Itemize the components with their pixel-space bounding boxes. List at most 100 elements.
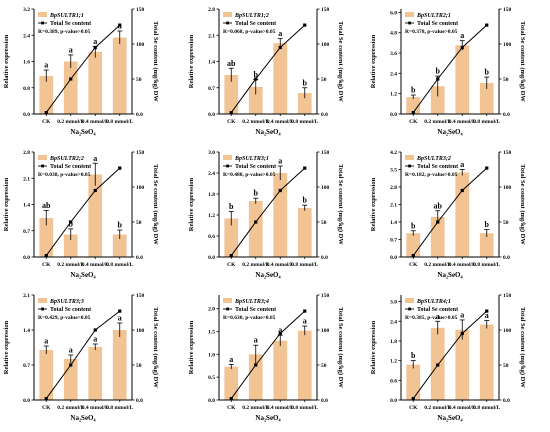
se-content-point: [44, 111, 48, 115]
significance-label: b: [436, 67, 441, 76]
y2-tick-label: 100: [503, 185, 512, 191]
left-axis-label: Relative expression: [3, 177, 10, 231]
correlation-stat: R=0.182, p-value>0.05: [405, 172, 458, 178]
se-content-point: [485, 23, 489, 27]
significance-label: ab: [42, 201, 51, 210]
se-content-point: [93, 45, 97, 50]
y-tick-label: 0.5: [208, 375, 215, 381]
x-axis-label: Na₂SeO₄: [70, 128, 96, 136]
legend-gene-label: BpSULTR3;3: [49, 299, 84, 305]
bar: [88, 347, 103, 400]
y2-tick-label: 150: [503, 7, 512, 13]
bar: [297, 330, 312, 400]
legend-line-label: Total Se content: [235, 307, 276, 313]
y2-tick-label: 0.0: [321, 398, 328, 404]
y2-tick-label: 50: [321, 220, 327, 226]
x-tick-label: 0.4 mmol/L: [449, 405, 476, 411]
y-tick-label: 1.4: [208, 60, 215, 66]
right-axis-label: Total Se content (mg/kg) DW: [152, 21, 159, 102]
left-axis-label: Relative expression: [3, 34, 10, 88]
y-tick-label: 0.6: [208, 234, 215, 240]
bar: [248, 87, 263, 114]
y-tick-label: 0.6: [390, 378, 397, 384]
y2-tick-label: 150: [321, 7, 330, 13]
se-content-point: [460, 331, 464, 336]
se-content-point: [303, 23, 307, 27]
x-axis-label: Na₂SeO₄: [437, 128, 463, 136]
se-content-point: [254, 363, 258, 367]
y-tick-label: 0.0: [390, 112, 397, 118]
legend-line-marker: [41, 307, 44, 311]
x-tick-label: CK: [227, 262, 236, 268]
significance-label: a: [278, 326, 282, 335]
x-tick-label: 0.2 mmol/L: [424, 405, 451, 411]
y-tick-label: 0.0: [23, 112, 30, 118]
right-axis-label: Total Se content (mg/kg) DW: [519, 164, 526, 245]
legend-bar-swatch: [223, 155, 232, 160]
se-content-point: [278, 331, 282, 336]
legend-line-marker: [41, 21, 44, 25]
x-tick-label: 0.2 mmol/L: [242, 262, 269, 268]
bar: [39, 218, 54, 257]
y2-tick-label: 0.0: [321, 112, 328, 118]
left-axis-label: Relative expression: [3, 320, 10, 374]
legend-line-label: Total Se content: [235, 164, 276, 170]
x-tick-label: CK: [42, 262, 51, 268]
y2-tick-label: 150: [321, 293, 330, 299]
y-tick-label: 0.0: [390, 255, 397, 261]
legend-gene-label: BpSULTR2;1: [416, 13, 451, 19]
bar: [112, 37, 127, 114]
bar: [273, 173, 288, 257]
y2-tick-label: 100: [503, 42, 512, 48]
y-tick-label: 1.2: [390, 92, 397, 98]
x-axis-label: Na₂SeO₄: [70, 271, 96, 279]
correlation-stat: R=0.630, p-value>0.05: [223, 315, 276, 321]
significance-label: a: [460, 160, 464, 169]
x-tick-label: 0.2 mmol/L: [57, 262, 84, 268]
significance-label: a: [460, 31, 464, 40]
bar: [248, 201, 263, 257]
x-tick-label: CK: [42, 405, 51, 411]
x-tick-label: 0.4 mmol/L: [267, 119, 294, 125]
bar: [455, 329, 470, 400]
y-tick-label: 1.0: [208, 352, 215, 358]
right-axis-label: Total Se content (mg/kg) DW: [519, 307, 526, 388]
y-tick-label: 1.2: [208, 213, 215, 219]
se-content-line: [45, 310, 121, 399]
legend-line-label: Total Se content: [417, 164, 458, 170]
x-tick-label: 0.8 mmol/L: [473, 119, 500, 125]
y2-tick-label: 0.0: [136, 398, 143, 404]
y2-tick-label: 50: [321, 77, 327, 83]
x-tick-label: 0.8 mmol/L: [106, 119, 133, 125]
x-tick-label: 0.4 mmol/L: [449, 262, 476, 268]
bar: [430, 86, 445, 114]
bar: [39, 350, 54, 400]
se-content-point: [436, 77, 440, 81]
bar: [455, 45, 470, 115]
bar: [248, 354, 263, 400]
x-tick-label: 0.2 mmol/L: [57, 119, 84, 125]
x-axis-label: Na₂SeO₄: [70, 414, 96, 422]
y2-tick-label: 50: [321, 363, 327, 369]
bar: [479, 324, 494, 400]
se-content-line: [412, 24, 488, 113]
y2-tick-label: 100: [321, 42, 330, 48]
x-tick-label: CK: [409, 119, 418, 125]
y-tick-label: 2.8: [208, 7, 215, 13]
y2-tick-label: 0.0: [136, 112, 143, 118]
right-axis-label: Total Se content (mg/kg) DW: [337, 21, 344, 102]
y2-tick-label: 50: [503, 220, 509, 226]
legend-gene-label: BpSULTR1;1: [49, 13, 84, 19]
legend-bar-swatch: [38, 12, 47, 17]
legend-line-marker: [226, 307, 229, 311]
y-tick-label: 2.4: [390, 71, 397, 77]
bar: [39, 75, 54, 114]
se-content-point: [278, 188, 282, 193]
chart-panel: b b a b 0.0 0.6 1.2 1.8 2.4 3.0 0.0 50 100 150 CK 0.2 m…: [188, 150, 344, 279]
x-tick-label: 0.4 mmol/L: [267, 262, 294, 268]
y-tick-label: 2.8: [23, 150, 30, 156]
x-tick-label: 0.8 mmol/L: [473, 262, 500, 268]
legend-bar-swatch: [223, 298, 232, 303]
